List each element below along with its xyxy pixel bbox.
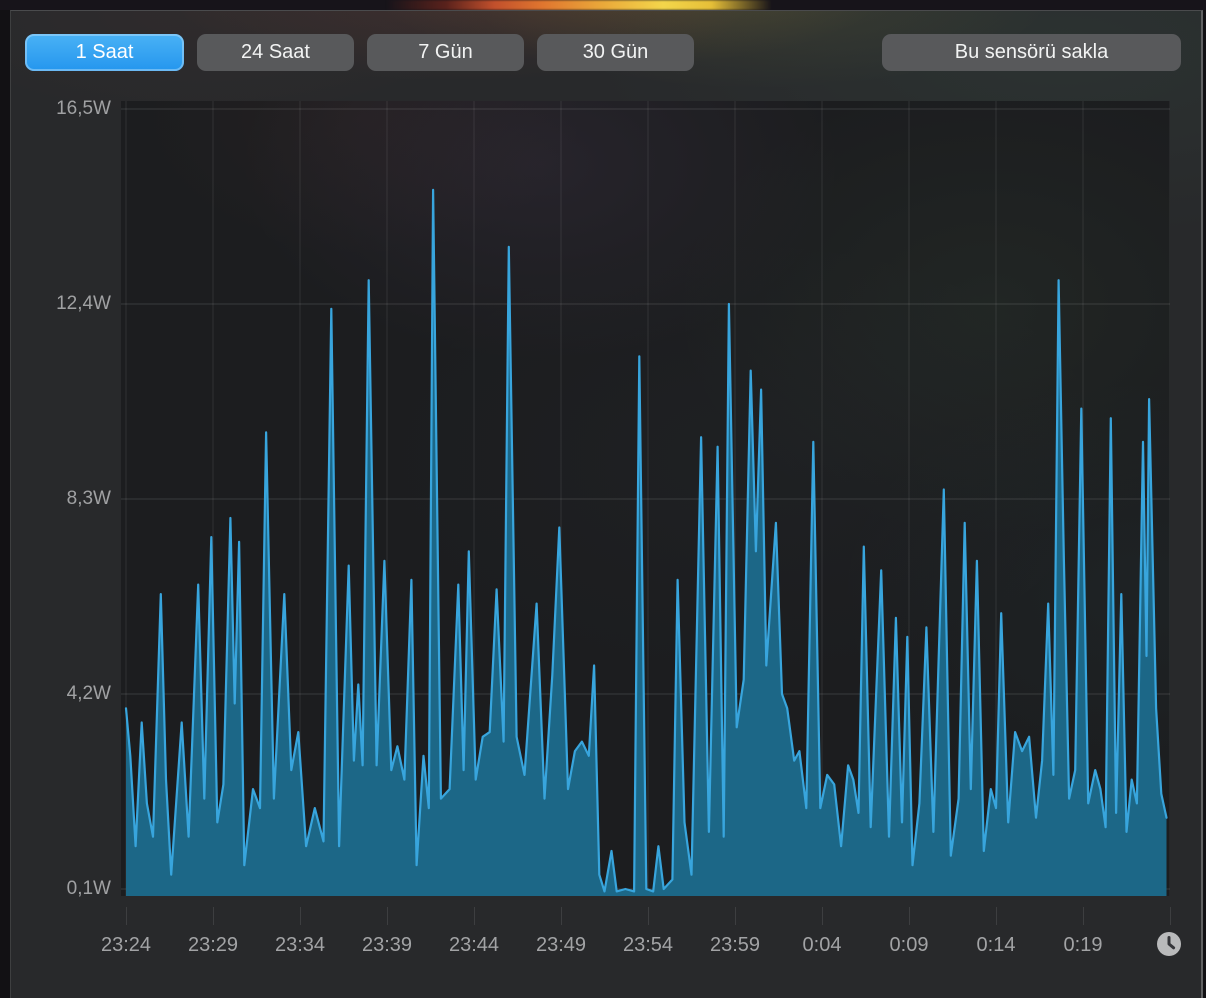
y-axis-label: 12,4W bbox=[56, 293, 111, 314]
clock-icon[interactable] bbox=[1156, 931, 1182, 957]
sensor-history-window: 1 Saat 24 Saat 7 Gün 30 Gün Bu sensörü s… bbox=[10, 10, 1203, 998]
series-line bbox=[124, 188, 1168, 893]
y-axis-label: 16,5W bbox=[56, 98, 111, 120]
desktop-wallpaper-strip bbox=[0, 0, 1206, 10]
x-axis-label: 23:44 bbox=[448, 934, 500, 956]
x-axis-label: 23:49 bbox=[535, 934, 587, 956]
series-area-fill bbox=[126, 189, 1167, 896]
x-tick-mark bbox=[213, 907, 214, 925]
x-axis-label: 23:34 bbox=[274, 934, 326, 956]
toolbar: 1 Saat 24 Saat 7 Gün 30 Gün Bu sensörü s… bbox=[25, 34, 1181, 71]
x-axis-label: 23:59 bbox=[709, 934, 761, 956]
chart-canvas bbox=[121, 101, 1170, 896]
hide-sensor-button[interactable]: Bu sensörü sakla bbox=[882, 34, 1181, 71]
x-tick-mark bbox=[1170, 907, 1171, 925]
x-axis-label: 0:04 bbox=[802, 934, 842, 956]
x-tick-mark bbox=[1083, 907, 1084, 925]
x-tick-mark bbox=[474, 907, 475, 925]
x-axis-label: 23:29 bbox=[187, 934, 239, 956]
x-axis-label: 0:09 bbox=[889, 934, 929, 956]
x-axis-label: 0:14 bbox=[976, 934, 1016, 956]
y-axis-label: 8,3W bbox=[66, 488, 111, 509]
x-tick-mark bbox=[300, 907, 301, 925]
range-button-1-hour[interactable]: 1 Saat bbox=[25, 34, 184, 71]
range-button-24-hours[interactable]: 24 Saat bbox=[197, 34, 354, 71]
y-axis: 16,5W 12,4W 8,3W 4,2W 0,1W bbox=[11, 11, 111, 911]
x-tick-mark bbox=[126, 907, 127, 925]
range-button-7-days[interactable]: 7 Gün bbox=[367, 34, 524, 71]
x-tick-mark bbox=[648, 907, 649, 925]
y-axis-label: 4,2W bbox=[66, 683, 111, 704]
x-tick-mark bbox=[735, 907, 736, 925]
y-axis-label: 0,1W bbox=[66, 878, 111, 899]
x-axis-label: 23:39 bbox=[361, 934, 413, 956]
range-button-30-days[interactable]: 30 Gün bbox=[537, 34, 694, 71]
plot-area bbox=[121, 101, 1170, 896]
x-tick-mark bbox=[387, 907, 388, 925]
x-tick-mark bbox=[909, 907, 910, 925]
x-axis-label: 23:54 bbox=[622, 934, 674, 956]
x-tick-mark bbox=[561, 907, 562, 925]
x-axis-label: 0:19 bbox=[1063, 934, 1103, 956]
x-axis-label: 23:24 bbox=[100, 934, 152, 956]
x-tick-mark bbox=[996, 907, 997, 925]
x-tick-mark bbox=[822, 907, 823, 925]
